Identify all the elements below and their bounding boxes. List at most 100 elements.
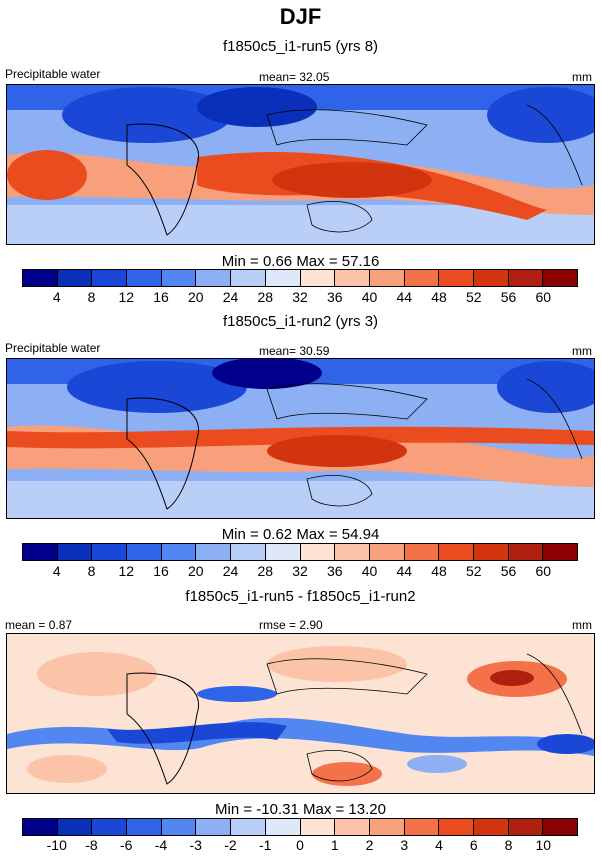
colorbar-swatch (196, 819, 232, 835)
colorbar-swatch (196, 544, 232, 560)
colorbar-tick-label: 48 (431, 563, 447, 579)
colorbar-tick-label: 12 (118, 289, 135, 305)
colorbar-swatch (404, 819, 440, 835)
colorbar-tick-label: -4 (154, 837, 168, 853)
colorbar-tick-label: 10 (535, 837, 552, 853)
panel-3-title: f1850c5_i1-run5 - f1850c5_i1-run2 (185, 588, 416, 605)
colorbar-swatch (231, 270, 266, 286)
colorbar-swatch (161, 819, 197, 835)
colorbar-swatch (335, 544, 370, 560)
colorbar-swatch (369, 270, 405, 286)
panel-2-colorbar-ticks: 4 8 12 16 20 24 28 32 36 40 44 48 52 56 60 (22, 563, 578, 581)
colorbar-swatch (57, 819, 93, 835)
colorbar-tick-label: 24 (222, 289, 239, 305)
colorbar-swatch (543, 819, 577, 835)
colorbar-swatch (300, 819, 336, 835)
colorbar-tick-label: 12 (118, 563, 135, 579)
colorbar-tick-label: 44 (396, 289, 413, 305)
colorbar-swatch (127, 544, 162, 560)
colorbar-swatch (161, 544, 197, 560)
colorbar-tick-label: 4 (52, 563, 61, 579)
colorbar-tick-label: 48 (431, 289, 447, 305)
colorbar-tick-label: 1 (330, 837, 339, 853)
colorbar-swatch (439, 270, 474, 286)
colorbar-swatch (404, 270, 440, 286)
panel-2-variable-label: Precipitable water (5, 341, 101, 355)
panel-3-colorbar (22, 818, 578, 836)
panel-3-minmax: Min = -10.31 Max = 13.20 (215, 801, 386, 818)
panel-1-title: f1850c5_i1-run5 (yrs 8) (222, 38, 379, 55)
colorbar-swatch (473, 544, 509, 560)
colorbar-swatch (127, 819, 162, 835)
panel-3-colorbar-ticks: -10 -8 -6 -4 -3 -2 -1 0 1 2 3 4 6 8 10 (22, 837, 578, 855)
colorbar-tick-label: -2 (224, 837, 237, 853)
colorbar-swatch (231, 819, 266, 835)
colorbar-swatch (543, 544, 577, 560)
colorbar-swatch (300, 270, 336, 286)
colorbar-tick-label: 4 (435, 837, 443, 853)
colorbar-swatch (508, 270, 544, 286)
panel-2-units-label: mm (572, 344, 592, 358)
panel-1-map (6, 84, 595, 245)
panel-3-rmse-label: rmse = 2.90 (259, 618, 323, 632)
panel-1-mean-label: mean= 32.05 (259, 70, 330, 84)
colorbar-tick-label: 20 (187, 289, 204, 305)
colorbar-swatch (231, 544, 266, 560)
colorbar-tick-label: 24 (222, 563, 239, 579)
colorbar-tick-label: -3 (189, 837, 202, 853)
colorbar-tick-label: 4 (52, 289, 61, 305)
colorbar-swatch (57, 270, 93, 286)
panel-1-minmax: Min = 0.66 Max = 57.16 (221, 253, 380, 270)
colorbar-tick-label: 52 (465, 289, 482, 305)
figure-title: DJF (279, 4, 322, 29)
colorbar-tick-label: 16 (153, 289, 169, 305)
panel-3-map (6, 633, 595, 794)
colorbar-swatch (369, 544, 405, 560)
panel-2-minmax: Min = 0.62 Max = 54.94 (221, 526, 380, 543)
colorbar-swatch (127, 270, 162, 286)
panel-2-mean-label: mean= 30.59 (259, 344, 330, 358)
colorbar-tick-label: 40 (361, 289, 378, 305)
panel-2-colorbar (22, 543, 578, 561)
panel-2-title: f1850c5_i1-run2 (yrs 3) (222, 313, 379, 330)
colorbar-swatch (508, 544, 544, 560)
colorbar-tick-label: 56 (500, 563, 517, 579)
colorbar-tick-label: 8 (87, 289, 96, 305)
colorbar-swatch (300, 544, 336, 560)
panel-1-variable-label: Precipitable water (5, 67, 101, 81)
panel-3-mean-label: mean = 0.87 (5, 618, 73, 632)
colorbar-tick-label: 0 (296, 837, 304, 853)
colorbar-swatch (92, 544, 128, 560)
colorbar-swatch (23, 544, 58, 560)
colorbar-tick-label: 3 (400, 837, 409, 853)
colorbar-tick-label: 2 (365, 837, 374, 853)
colorbar-tick-label: 60 (535, 563, 552, 579)
colorbar-swatch (196, 270, 232, 286)
colorbar-tick-label: 60 (535, 289, 552, 305)
colorbar-tick-label: 44 (396, 563, 413, 579)
colorbar-swatch (335, 270, 370, 286)
colorbar-swatch (57, 544, 93, 560)
panel-1-units-label: mm (572, 70, 592, 84)
colorbar-tick-label: 56 (500, 289, 517, 305)
colorbar-swatch (508, 819, 544, 835)
panel-3-units-label: mm (572, 618, 592, 632)
colorbar-tick-label: 36 (326, 289, 343, 305)
colorbar-tick-label: -6 (120, 837, 133, 853)
colorbar-swatch (265, 819, 301, 835)
colorbar-tick-label: -8 (85, 837, 98, 853)
colorbar-tick-label: 32 (292, 563, 308, 579)
colorbar-tick-label: 40 (361, 563, 378, 579)
colorbar-swatch (265, 270, 301, 286)
colorbar-tick-label: 52 (465, 563, 482, 579)
colorbar-swatch (92, 819, 128, 835)
colorbar-tick-label: 8 (87, 563, 96, 579)
colorbar-swatch (404, 544, 440, 560)
colorbar-swatch (543, 270, 577, 286)
colorbar-tick-label: -1 (259, 837, 272, 853)
panel-2-map (6, 358, 595, 519)
panel-1-colorbar-ticks: 4 8 12 16 20 24 28 32 36 40 44 48 52 56 60 (22, 289, 578, 307)
colorbar-tick-label: -10 (46, 837, 67, 853)
colorbar-swatch (335, 819, 370, 835)
colorbar-tick-label: 36 (326, 563, 343, 579)
